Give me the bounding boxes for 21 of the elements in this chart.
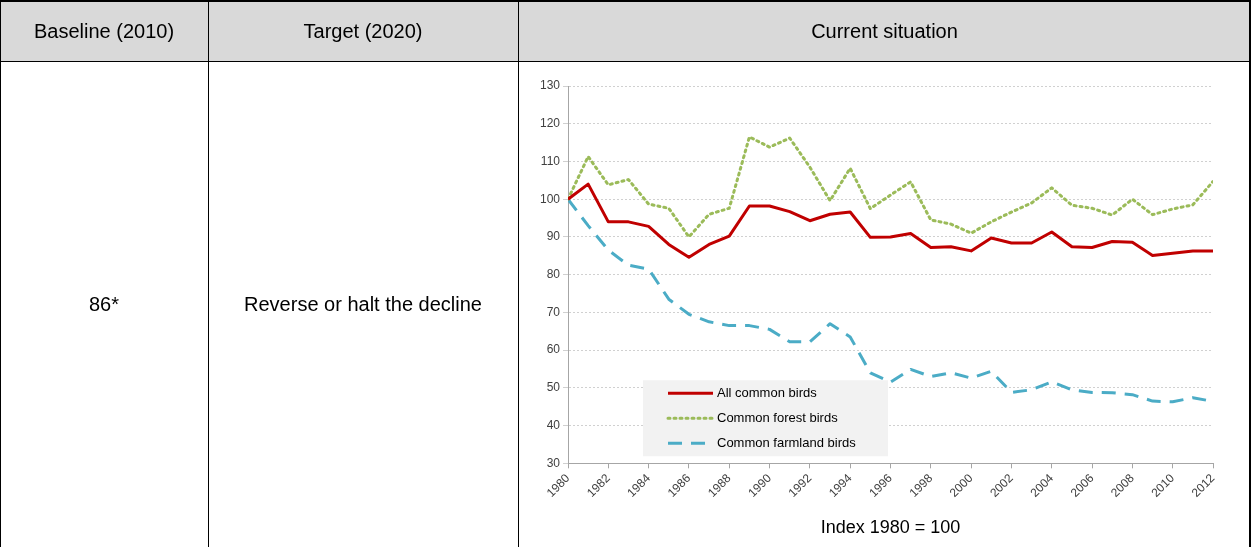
text: 86* <box>88 293 120 316</box>
text: Reverse or halt the decline <box>244 293 482 316</box>
y-tick-label: 60 <box>546 342 561 357</box>
y-tick-label: 70 <box>546 304 561 319</box>
y-tick-label: 40 <box>546 417 561 432</box>
y-tick-label: 30 <box>546 455 561 470</box>
legend-label: All common birds <box>717 384 818 400</box>
y-tick-label: 130 <box>539 78 561 93</box>
line-series <box>568 135 1213 239</box>
y-tick-label: 50 <box>546 380 561 395</box>
text: Baseline (2010) <box>33 20 175 43</box>
y-tick-label: 120 <box>539 116 561 131</box>
y-tick-label: 90 <box>546 229 561 244</box>
y-tick-label: 110 <box>540 153 561 168</box>
text: Current situation <box>811 20 958 43</box>
legend-label: Common farmland birds <box>717 434 857 450</box>
text: Target (2020) <box>303 20 423 43</box>
legend-label: Common forest birds <box>717 409 839 425</box>
y-tick-label: 80 <box>546 266 561 281</box>
y-tick-label: 100 <box>539 191 561 206</box>
x-axis-title: Index 1980 = 100 <box>820 517 961 538</box>
